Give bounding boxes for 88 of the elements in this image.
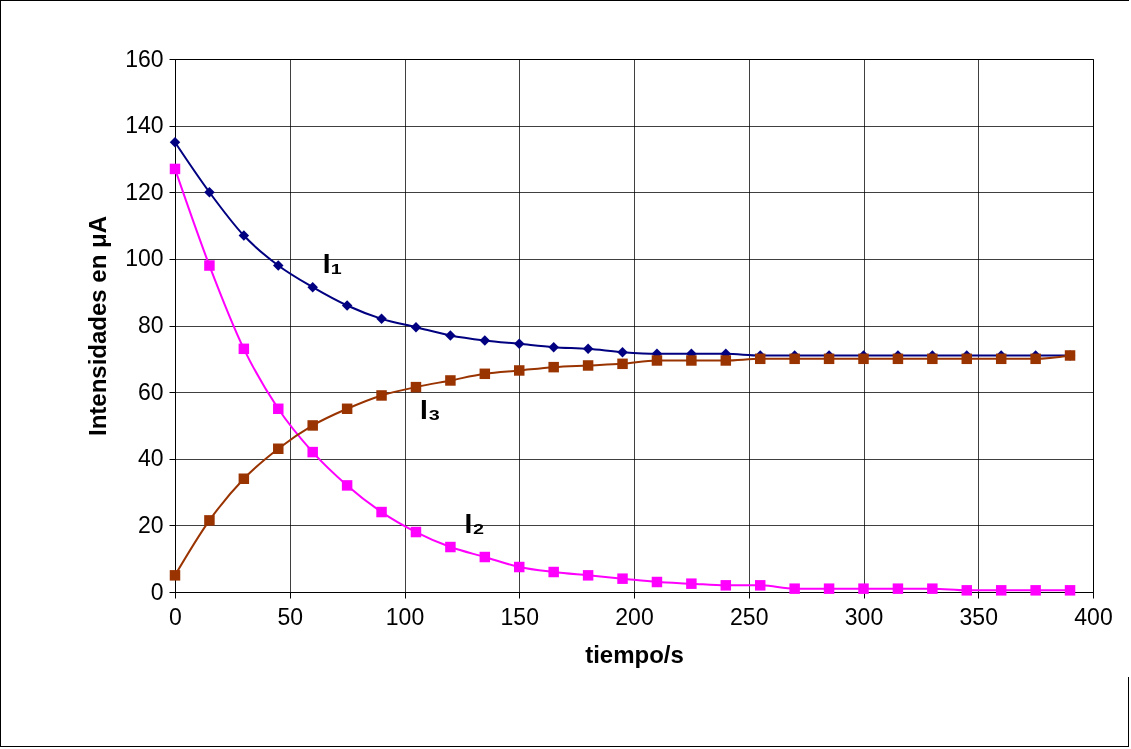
point bbox=[582, 570, 594, 581]
point bbox=[754, 353, 766, 365]
point bbox=[514, 561, 525, 573]
point bbox=[995, 585, 1007, 596]
point bbox=[961, 353, 973, 365]
point bbox=[273, 403, 284, 415]
point bbox=[238, 230, 250, 241]
y-tick-label: 120 bbox=[125, 178, 164, 205]
point bbox=[445, 541, 456, 553]
y-tick-label: 80 bbox=[137, 312, 164, 338]
point bbox=[1064, 585, 1076, 596]
point bbox=[548, 566, 559, 578]
point bbox=[858, 353, 869, 365]
point bbox=[858, 583, 869, 594]
point bbox=[1030, 353, 1041, 365]
point bbox=[651, 576, 663, 588]
point bbox=[548, 341, 559, 353]
x-tick-label: 200 bbox=[615, 603, 654, 630]
point bbox=[1030, 585, 1041, 596]
point bbox=[892, 583, 904, 594]
x-tick-label: 350 bbox=[959, 603, 998, 630]
point bbox=[617, 573, 628, 584]
y-axis-title: Intensidades en μA bbox=[84, 215, 112, 437]
x-tick-label: 0 bbox=[169, 603, 182, 630]
point bbox=[479, 335, 491, 346]
y-tick-label: 60 bbox=[137, 378, 164, 405]
x-tick-label: 400 bbox=[1074, 603, 1113, 630]
point bbox=[754, 580, 766, 591]
point bbox=[651, 355, 663, 366]
y-tick-label: 40 bbox=[137, 445, 164, 472]
point bbox=[514, 365, 525, 376]
point bbox=[686, 578, 697, 589]
point bbox=[789, 583, 800, 594]
x-tick-label: 300 bbox=[844, 603, 884, 630]
point bbox=[410, 381, 422, 393]
point bbox=[376, 390, 387, 401]
point bbox=[479, 368, 491, 380]
point bbox=[582, 343, 594, 355]
point bbox=[617, 358, 628, 370]
point bbox=[307, 420, 318, 431]
point bbox=[823, 353, 835, 365]
point bbox=[789, 353, 800, 365]
point bbox=[961, 585, 973, 596]
point bbox=[204, 260, 215, 271]
point bbox=[341, 403, 353, 415]
y-tick-label: 20 bbox=[137, 511, 164, 538]
point bbox=[169, 163, 181, 175]
point bbox=[617, 346, 628, 358]
point bbox=[341, 480, 353, 491]
x-tick-label: 250 bbox=[730, 603, 769, 630]
point bbox=[273, 260, 284, 271]
point bbox=[823, 583, 835, 594]
point bbox=[273, 443, 284, 454]
point bbox=[238, 473, 250, 484]
x-tick-label: 150 bbox=[500, 603, 539, 630]
point bbox=[995, 353, 1007, 365]
point bbox=[410, 321, 422, 333]
point bbox=[479, 551, 491, 563]
point bbox=[720, 580, 732, 591]
point bbox=[204, 187, 215, 198]
point bbox=[341, 300, 353, 311]
point bbox=[686, 355, 697, 366]
x-axis-title: tiempo/s bbox=[585, 640, 684, 668]
point bbox=[445, 330, 456, 341]
y-tick-label: 140 bbox=[125, 112, 164, 139]
point bbox=[927, 583, 938, 594]
point bbox=[582, 360, 594, 371]
series-label: I₃ bbox=[419, 394, 441, 426]
point bbox=[445, 375, 456, 386]
point bbox=[376, 313, 387, 325]
point bbox=[892, 353, 904, 365]
point bbox=[514, 338, 525, 350]
x-tick-label: 50 bbox=[277, 603, 304, 630]
y-tick-label: 160 bbox=[125, 45, 164, 72]
point bbox=[204, 515, 215, 526]
point bbox=[410, 526, 422, 538]
point bbox=[307, 281, 318, 293]
point bbox=[376, 506, 387, 518]
point bbox=[169, 137, 181, 148]
point bbox=[927, 353, 938, 365]
y-tick-label: 100 bbox=[125, 245, 164, 272]
x-tick-label: 100 bbox=[385, 603, 425, 630]
point bbox=[720, 355, 732, 366]
point bbox=[548, 361, 559, 373]
point bbox=[169, 570, 181, 581]
point bbox=[238, 343, 250, 355]
point bbox=[307, 446, 318, 458]
y-tick-label: 0 bbox=[150, 578, 164, 605]
